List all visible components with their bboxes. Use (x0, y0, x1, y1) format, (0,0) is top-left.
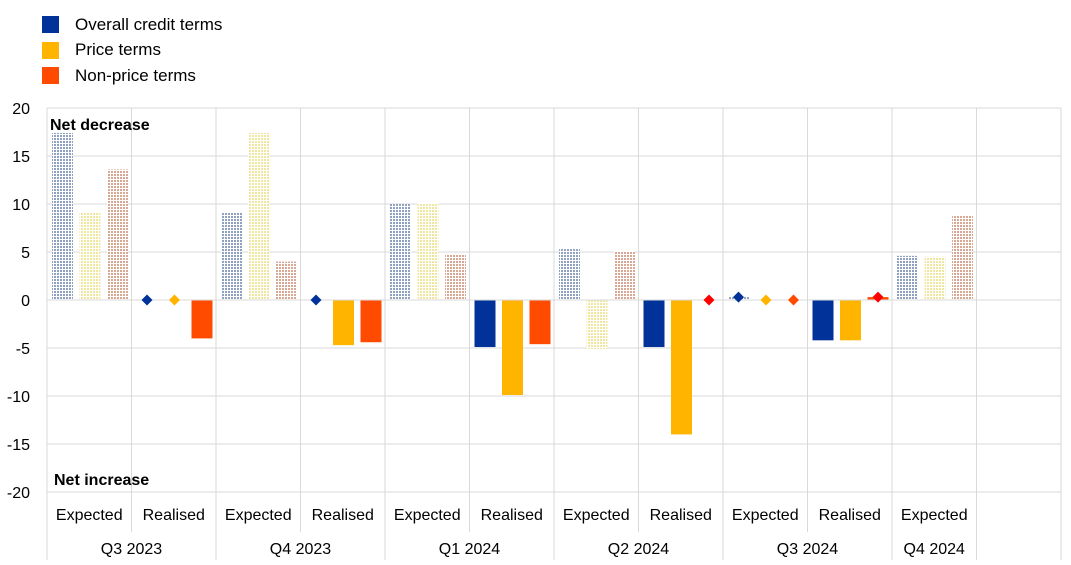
x-axis: Expected Realised Expected Realised Expected… (56, 507, 968, 558)
y-tick-label: -15 (7, 437, 30, 454)
x-tick-label: Realised (650, 507, 712, 524)
bar-expected-price (586, 300, 608, 349)
bar-expected-nonprice (614, 251, 635, 300)
diamond-markers (141, 291, 884, 306)
bar-expected-price (248, 132, 270, 300)
y-tick-label: -10 (7, 389, 30, 406)
bar-expected-overall (52, 132, 73, 300)
bar-realised-price (502, 300, 523, 396)
quarter-label: Q1 2024 (439, 541, 500, 558)
bar-expected-price (79, 212, 101, 300)
y-tick-label: -5 (16, 341, 30, 358)
y-axis: 20 15 10 5 0 -5 -10 -15 -20 (7, 101, 30, 502)
bar-realised-price (840, 300, 861, 341)
x-tick-label: Expected (732, 507, 799, 524)
bar-expected-overall (897, 255, 918, 300)
bars (47, 132, 1061, 435)
y-tick-label: 5 (21, 245, 30, 262)
y-tick-label: 0 (21, 293, 30, 310)
legend-swatch-price (42, 41, 59, 59)
bar-realised-overall (812, 300, 834, 341)
diamond-marker (788, 294, 799, 306)
bar-expected-overall (221, 212, 242, 300)
quarter-label: Q3 2024 (777, 541, 838, 558)
quarter-label: Q2 2024 (608, 541, 669, 558)
legend-swatch-overall (42, 16, 59, 34)
diamond-marker (141, 294, 153, 306)
diamond-marker (760, 294, 772, 306)
quarter-label: Q3 2023 (101, 541, 162, 558)
bar-realised-nonprice (360, 300, 382, 343)
bar-realised-price (333, 300, 354, 346)
x-tick-label: Expected (901, 507, 968, 524)
legend-swatch-nonprice (42, 67, 59, 85)
category-separators (131, 108, 977, 560)
bar-realised-nonprice (191, 300, 213, 339)
y-tick-label: 20 (12, 101, 30, 118)
x-tick-label: Expected (225, 507, 292, 524)
legend-item-overall: Overall credit terms (42, 12, 222, 38)
chart-legend: Overall credit terms Price terms Non-pri… (42, 12, 222, 89)
x-tick-label: Realised (819, 507, 881, 524)
bar-expected-price (417, 203, 439, 300)
bar-expected-overall (390, 204, 411, 300)
bar-expected-nonprice (445, 253, 466, 300)
bar-realised-nonprice (529, 300, 551, 345)
bar-expected-nonprice (952, 215, 973, 300)
diamond-marker (169, 294, 180, 306)
legend-item-nonprice: Non-price terms (42, 63, 222, 89)
x-tick-label: Expected (563, 507, 630, 524)
diamond-marker (703, 294, 715, 306)
x-tick-label: Realised (481, 507, 543, 524)
annotation-net-decrease: Net decrease (50, 117, 150, 134)
x-tick-label: Expected (56, 507, 123, 524)
bar-realised-price (671, 300, 692, 435)
legend-item-price: Price terms (42, 38, 222, 64)
diamond-marker (310, 294, 322, 306)
x-tick-label: Realised (143, 507, 205, 524)
y-tick-label: -20 (7, 485, 30, 502)
legend-label-nonprice: Non-price terms (75, 65, 196, 85)
annotation-net-increase: Net increase (54, 472, 149, 489)
legend-label-price: Price terms (75, 40, 161, 60)
diamond-marker (733, 291, 744, 303)
bar-realised-overall (643, 300, 665, 348)
quarter-label: Q4 2023 (270, 541, 331, 558)
bar-expected-price (924, 256, 946, 300)
diamond-marker (872, 291, 884, 303)
y-tick-label: 10 (12, 197, 30, 214)
bar-realised-overall (474, 300, 496, 348)
legend-label-overall: Overall credit terms (75, 14, 223, 34)
bar-expected-nonprice (107, 169, 128, 300)
bar-expected-overall (559, 249, 580, 300)
x-tick-label: Expected (394, 507, 461, 524)
quarter-label: Q4 2024 (904, 541, 965, 558)
y-tick-label: 15 (12, 149, 30, 166)
x-tick-label: Realised (312, 507, 374, 524)
bar-expected-nonprice (276, 261, 297, 300)
